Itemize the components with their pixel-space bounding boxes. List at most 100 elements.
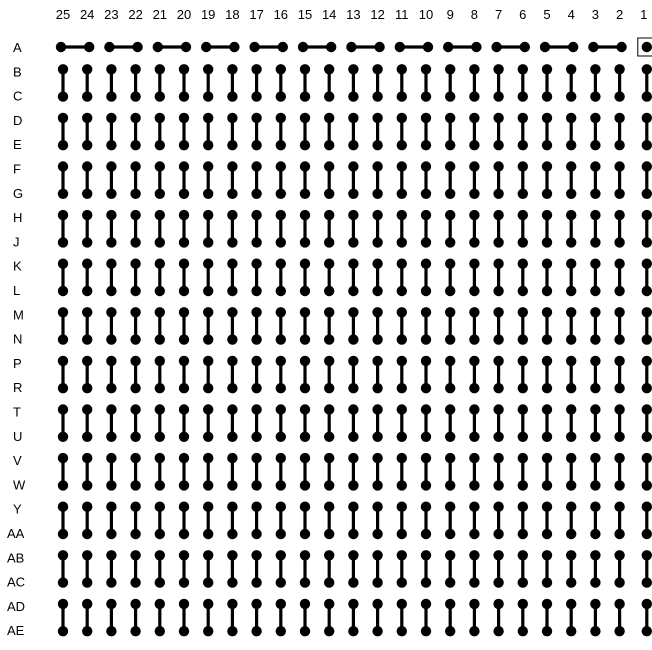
- pin-T13: [348, 404, 359, 415]
- pin-C12: [372, 91, 383, 102]
- pin-AA21: [154, 528, 165, 540]
- pin-R8: [469, 383, 480, 394]
- pin-F5: [541, 161, 553, 172]
- pin-AA23: [106, 528, 117, 540]
- pin-M25: [57, 307, 69, 318]
- pin-W5: [541, 480, 553, 491]
- pin-W18: [227, 480, 238, 491]
- row-label-AE: AE: [7, 623, 25, 638]
- pin-K21: [154, 258, 165, 269]
- pin-V22: [130, 452, 141, 464]
- pin-AD12: [372, 598, 383, 610]
- pin-T23: [106, 404, 117, 415]
- pin-AA8: [469, 528, 480, 540]
- pin-D11: [396, 112, 407, 124]
- pin-U9: [445, 431, 456, 442]
- pin-T17: [251, 404, 262, 415]
- pin-W24: [82, 480, 93, 491]
- pin-Y20: [178, 501, 190, 512]
- pin-D22: [130, 112, 141, 124]
- pin-T15: [299, 404, 311, 415]
- pin-K13: [348, 258, 359, 269]
- pin-C18: [227, 91, 238, 102]
- pin-B15: [299, 64, 311, 75]
- pin-A24: [84, 41, 95, 53]
- pin-D21: [154, 112, 165, 124]
- column-label-10: 10: [419, 7, 433, 22]
- pin-V18: [227, 452, 238, 464]
- pin-K20: [178, 258, 190, 269]
- pin-B8: [469, 64, 480, 75]
- pin-AE7: [493, 626, 504, 637]
- pin-AE1: [641, 626, 652, 637]
- pin-T2: [614, 404, 625, 415]
- pin-N3: [590, 334, 601, 345]
- pin-M17: [251, 307, 262, 318]
- pin-AE4: [566, 626, 577, 637]
- pin-L11: [396, 285, 407, 297]
- pin-P14: [324, 355, 335, 367]
- pin-P16: [275, 355, 286, 367]
- pin-R4: [566, 383, 577, 394]
- pin-AC7: [493, 577, 504, 588]
- pin-D8: [469, 112, 480, 124]
- pin-J20: [178, 237, 190, 248]
- pin-M24: [82, 307, 93, 318]
- pin-E6: [517, 140, 528, 151]
- pin-F15: [299, 161, 311, 172]
- pin-E14: [324, 140, 335, 151]
- pin-E12: [372, 140, 383, 151]
- pin-AE8: [469, 626, 480, 637]
- pin-E21: [154, 140, 165, 151]
- pin-B25: [57, 64, 69, 75]
- pin-K8: [469, 258, 480, 269]
- pin-K15: [299, 258, 311, 269]
- pin-B20: [178, 64, 190, 75]
- pin-Y2: [614, 501, 625, 512]
- pin-J24: [82, 237, 93, 248]
- pin-V25: [57, 452, 69, 464]
- pin-U10: [420, 431, 432, 442]
- pin-AB16: [275, 550, 286, 561]
- pin-AD8: [469, 598, 480, 610]
- column-label-2: 2: [616, 7, 623, 22]
- pin-N18: [227, 334, 238, 345]
- pin-U13: [348, 431, 359, 442]
- pin-C6: [517, 91, 528, 102]
- pin-C23: [106, 91, 117, 102]
- pin-Y14: [324, 501, 335, 512]
- pin-B17: [251, 64, 262, 75]
- pin-T14: [324, 404, 335, 415]
- row-label-R: R: [13, 380, 22, 395]
- pin-T6: [517, 404, 528, 415]
- pin-R18: [227, 383, 238, 394]
- pin-B11: [396, 64, 407, 75]
- pin-R1: [641, 383, 652, 394]
- pin-M15: [299, 307, 311, 318]
- pin-AD10: [420, 598, 432, 610]
- pin-E5: [541, 140, 553, 151]
- pin-K12: [372, 258, 383, 269]
- pin-AA24: [82, 528, 93, 540]
- row-label-AC: AC: [7, 575, 25, 590]
- pin-AC9: [445, 577, 456, 588]
- pin-AB3: [590, 550, 601, 561]
- pin-F7: [493, 161, 504, 172]
- pin-L13: [348, 285, 359, 297]
- pin-AC4: [566, 577, 577, 588]
- pin-N22: [130, 334, 141, 345]
- pin-C19: [203, 91, 214, 102]
- pin-F3: [590, 161, 601, 172]
- pin-P2: [614, 355, 625, 367]
- pin-C13: [348, 91, 359, 102]
- pin-K14: [324, 258, 335, 269]
- pin-W16: [275, 480, 286, 491]
- pin-P6: [517, 355, 528, 367]
- pin-AB7: [493, 550, 504, 561]
- pin-M6: [517, 307, 528, 318]
- pin-AD15: [299, 598, 311, 610]
- pin-U23: [106, 431, 117, 442]
- pin-P5: [541, 355, 553, 367]
- pin-V12: [372, 452, 383, 464]
- pin-G20: [178, 188, 190, 199]
